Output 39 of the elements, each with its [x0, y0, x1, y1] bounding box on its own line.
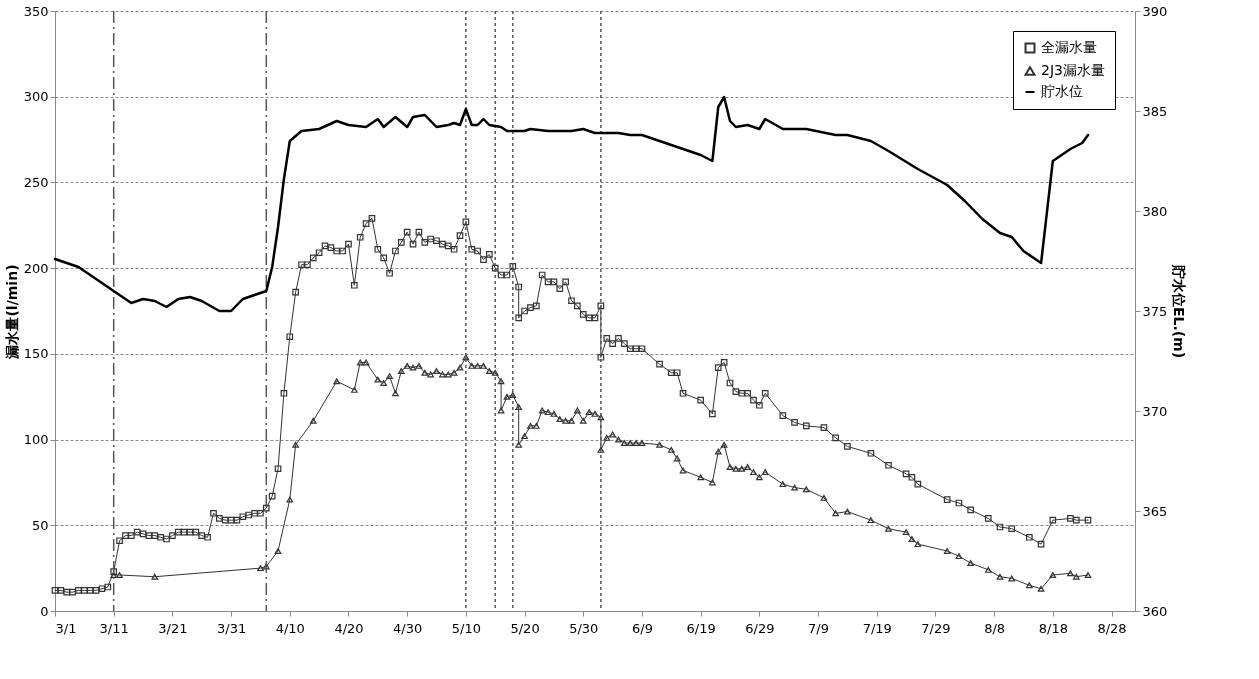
x-tick-label: 8/18	[1038, 620, 1068, 636]
x-tick-label: 4/10	[275, 620, 305, 636]
x-tick-label: 3/21	[158, 620, 188, 636]
x-tick-label: 6/19	[686, 620, 716, 636]
x-tick-label: 6/29	[745, 620, 775, 636]
x-tick-label: 8/8	[984, 620, 1006, 636]
x-tick-label: 7/29	[921, 620, 951, 636]
y2-tick-label: 365	[1142, 503, 1168, 519]
y2-tick-label: 360	[1142, 603, 1168, 619]
y-tick-label: 100	[23, 432, 49, 448]
legend-label: 貯水位	[1041, 83, 1083, 99]
x-tick-label: 5/30	[569, 620, 599, 636]
y-tick-label: 350	[23, 3, 49, 19]
y-tick-label: 250	[23, 174, 49, 190]
y2-tick-label: 375	[1142, 303, 1168, 319]
y-tick-label: 200	[23, 260, 49, 276]
x-tick-label: 7/19	[862, 620, 892, 636]
y2-axis-title: 貯水位EL.(m)	[1171, 263, 1188, 359]
y2-tick-label: 385	[1142, 103, 1168, 119]
x-tick-label: 5/20	[510, 620, 540, 636]
legend-label: 全漏水量	[1041, 39, 1097, 55]
x-tick-label: 3/11	[99, 620, 129, 636]
x-tick-label: 3/31	[216, 620, 247, 636]
y-axis-title: 漏水量(l/min)	[3, 264, 20, 360]
x-tick-label: 3/1	[55, 620, 77, 636]
legend-label: 2J3漏水量	[1041, 62, 1105, 78]
x-tick-label: 5/10	[451, 620, 481, 636]
x-tick-label: 7/9	[808, 620, 829, 636]
y2-tick-label: 390	[1142, 3, 1168, 19]
x-tick-label: 4/20	[334, 620, 364, 636]
y-tick-label: 300	[23, 89, 49, 105]
y2-tick-label: 370	[1142, 403, 1168, 419]
y-tick-label: 150	[23, 346, 49, 362]
y2-tick-label: 380	[1142, 203, 1168, 219]
y-tick-label: 50	[31, 517, 49, 533]
x-tick-label: 8/28	[1097, 620, 1127, 636]
y-tick-label: 0	[40, 603, 49, 619]
x-tick-label: 6/9	[632, 620, 653, 636]
x-tick-label: 4/30	[393, 620, 423, 636]
